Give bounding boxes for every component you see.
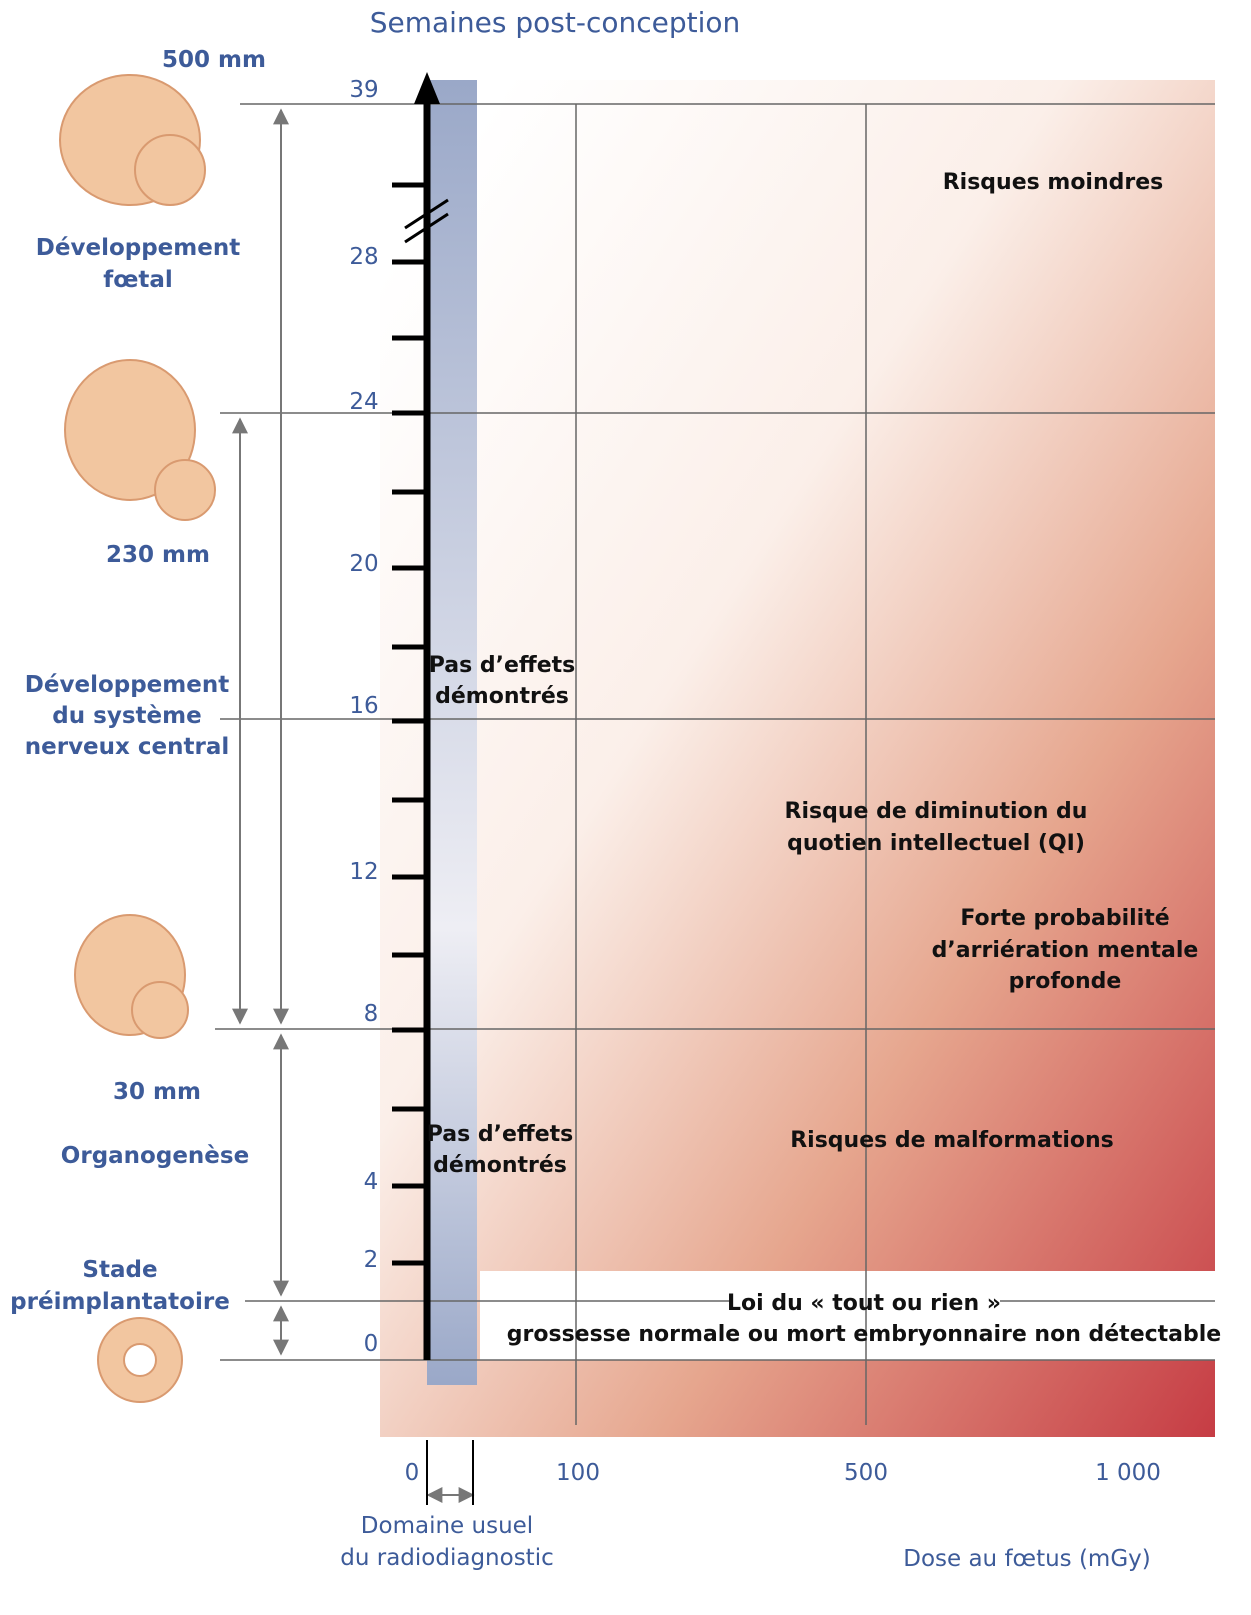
risk-gradient [380, 80, 1215, 1437]
region-label: Risques de malformations [790, 1128, 1114, 1153]
stage-labels: 500 mm Développement fœtal 230 mm Dévelo… [10, 47, 266, 1315]
week-label: 0 [364, 1331, 379, 1357]
footer-label: Domaine usuel [361, 1513, 533, 1539]
dose-label: 100 [556, 1460, 600, 1486]
region-label: Risque de diminution du [785, 799, 1088, 824]
stage-label: Stade [82, 1257, 157, 1283]
stage-label: fœtal [103, 267, 173, 293]
stage-label: Développement [36, 235, 240, 261]
region-label: quotien intellectuel (QI) [787, 831, 1085, 856]
usual-range-band [427, 80, 477, 1385]
region-label: démontrés [433, 1153, 567, 1178]
size-label: 230 mm [106, 542, 210, 568]
region-label: démontrés [435, 684, 569, 709]
week-label: 16 [349, 693, 378, 719]
arrows [232, 108, 475, 1503]
dose-labels: 0 100 500 1 000 [405, 1460, 1161, 1486]
week-label: 8 [364, 1001, 379, 1027]
title: Semaines post-conception [370, 6, 741, 39]
week-label: 2 [364, 1247, 379, 1273]
size-label: 30 mm [113, 1079, 201, 1105]
region-label: Pas d’effets [429, 653, 576, 678]
dose-axis [426, 1440, 474, 1505]
week-label: 12 [349, 859, 378, 885]
stage-label: préimplantatoire [10, 1289, 230, 1315]
region-label: Loi du « tout ou rien » [727, 1291, 1001, 1316]
footer-label: du radiodiagnostic [340, 1545, 553, 1571]
week-label: 24 [349, 389, 378, 415]
dose-label: 1 000 [1095, 1460, 1161, 1486]
dose-label: 0 [405, 1460, 420, 1486]
stage-label: Organogenèse [61, 1143, 249, 1169]
white-band [480, 1271, 1215, 1360]
embryo-icons [59, 74, 216, 1403]
stage-label: nerveux central [25, 734, 229, 760]
stage-label: du système [52, 703, 201, 729]
week-label: 20 [349, 551, 378, 577]
axis-label: Dose au fœtus (mGy) [903, 1546, 1151, 1572]
week-axis [392, 72, 449, 1360]
week-label: 28 [349, 244, 378, 270]
region-label: profonde [1009, 969, 1122, 994]
week-label: 39 [349, 77, 378, 103]
dose-label: 500 [844, 1460, 888, 1486]
region-labels: Risques moindres Pas d’effets démontrés … [427, 170, 1221, 1347]
region-label: Forte probabilité [960, 906, 1169, 931]
region-label: Pas d’effets [427, 1122, 574, 1147]
week-labels: 39 28 24 20 16 12 8 4 2 0 [349, 77, 378, 1357]
stage-label: Développement [25, 672, 229, 698]
footer: Domaine usuel du radiodiagnostic Dose au… [340, 1513, 1150, 1572]
size-label: 500 mm [162, 47, 266, 73]
grid [215, 103, 1215, 1425]
region-label: Risques moindres [943, 170, 1164, 195]
week-label: 4 [364, 1169, 379, 1195]
region-label: grossesse normale ou mort embryonnaire n… [507, 1322, 1221, 1347]
region-label: d’arriération mentale [932, 938, 1199, 963]
